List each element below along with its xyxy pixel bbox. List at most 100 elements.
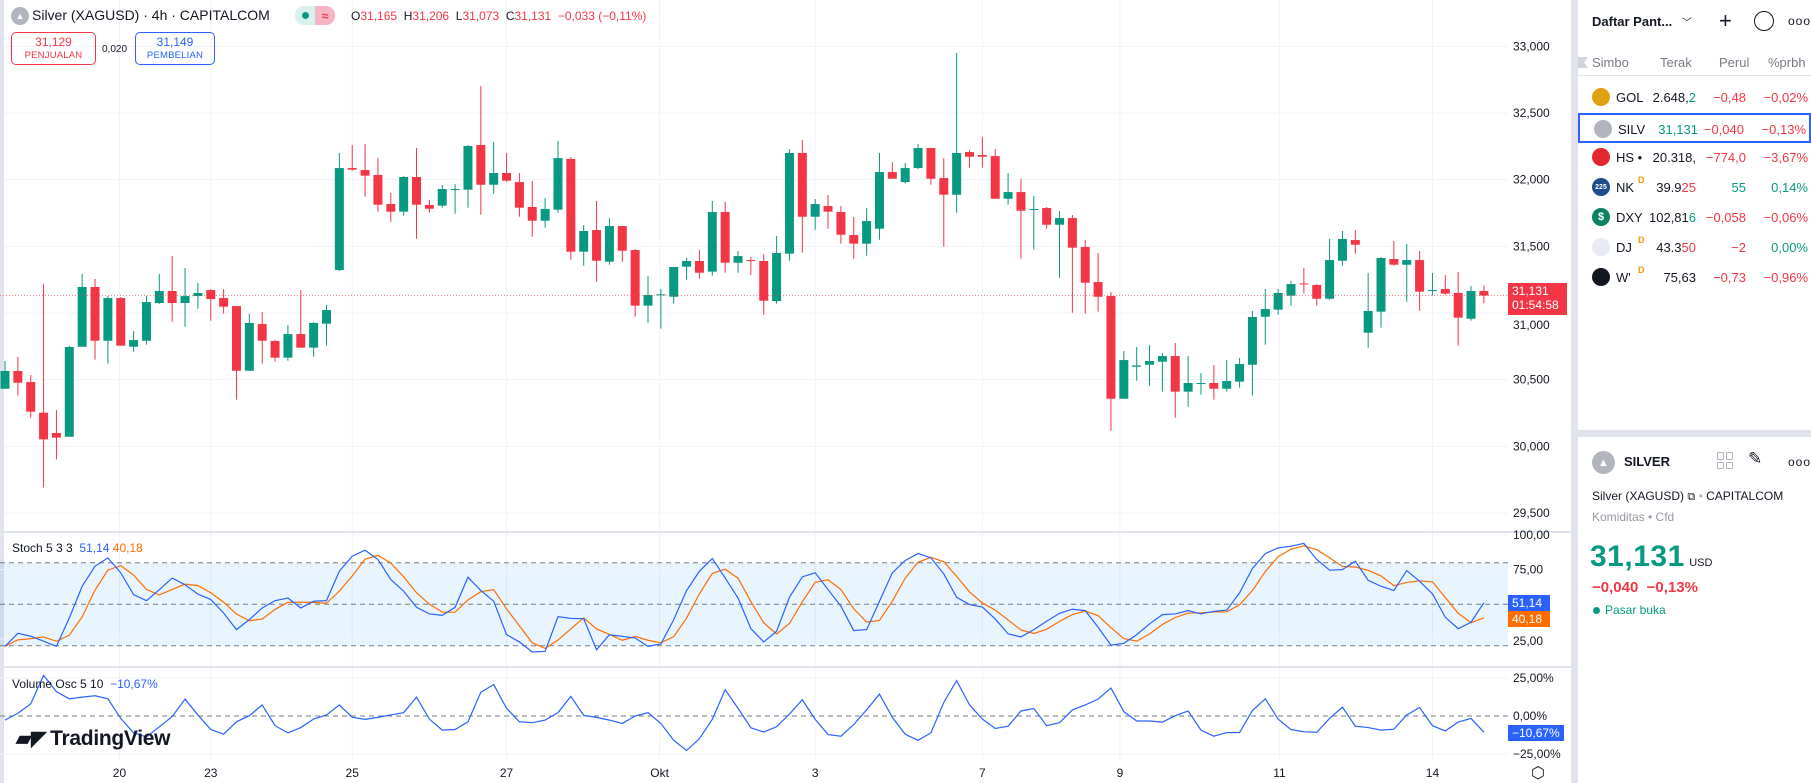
pie-chart-icon[interactable] [1754,11,1774,31]
chart-canvas[interactable]: 33,00032,50032,00031,50031,00030,50030,0… [0,0,1571,783]
candle-body [502,172,512,181]
edit-icon[interactable]: ✎ [1748,449,1763,468]
candle-body [630,250,640,306]
candle-body [399,176,409,212]
layout-grid-icon[interactable] [1717,452,1734,469]
external-link-icon[interactable]: ⧉ [1687,491,1696,503]
candle-body [1235,364,1245,382]
price-axis-label: 32,000 [1513,173,1550,187]
candle-body [1260,308,1270,317]
nikkei-icon: 225 [1592,178,1610,196]
column-symbol[interactable]: Simbo [1592,55,1629,70]
watchlist-last: 31,131 [1658,122,1698,137]
watchlist-change: −774,0 [1705,150,1746,165]
candle-body [1402,260,1412,265]
price-axis-label: 30,500 [1513,373,1550,387]
candle [399,176,409,216]
candle [784,148,794,261]
candle [1067,214,1077,313]
stoch-d-line [4,545,1485,650]
watchlist-row[interactable]: DJ D 43.3 50 −2 0,00% [1578,233,1811,263]
details-symbol[interactable]: SILVER [1624,454,1670,469]
chart-title[interactable]: Silver (XAGUSD) · 4h · CAPITALCOM [32,7,270,23]
candle [926,148,936,185]
candle-body [952,152,962,195]
candle-body [322,310,331,324]
watchlist-row[interactable]: HS • 20.318, −774,0 −3,67% [1578,143,1811,173]
sidebar-divider[interactable] [1571,0,1578,783]
candle [604,218,614,265]
watchlist-row[interactable]: SILVI 31,131 −0,040 −0,13% [1578,113,1811,143]
sell-button[interactable]: 31,129 PENJUALAN [11,32,96,65]
tradingview-logo-icon: ▰◤ [16,728,47,750]
watchlist-last: 43.3 50 [1656,240,1696,255]
more-options-icon[interactable]: ooo [1788,14,1811,28]
candle [129,330,139,352]
candle-body [566,158,576,252]
tradingview-logo[interactable]: ▰◤ TradingView [16,727,171,750]
watchlist-change: 55 [1731,180,1746,195]
candle [103,296,113,364]
candle-body [463,146,473,190]
candle-body [849,234,859,244]
settings-gear-icon[interactable]: ⬡ [1531,765,1545,782]
candle-body [682,260,692,267]
watchlist-symbol: GOL [1616,90,1644,105]
candle [1029,196,1039,250]
candle [347,144,357,171]
candle [1080,240,1090,314]
volume-osc-legend[interactable]: Volume Osc 5 10 −10,67% [12,677,158,691]
column-change[interactable]: Perul [1719,55,1750,70]
stoch-k-line [4,542,1485,653]
candle-body [1312,284,1322,299]
candle-body [1453,292,1463,318]
candle [1170,342,1180,418]
candle-body [656,294,666,296]
watchlist-row[interactable]: 225 NK D 39.9 25 55 0,14% [1578,173,1811,203]
candle-body [334,168,344,271]
column-change-pct[interactable]: %prbh [1768,55,1806,70]
candle [514,172,524,217]
candle-body [669,266,679,297]
candle-body [1093,282,1103,297]
column-last[interactable]: Terak [1660,55,1692,70]
candle-body [720,212,730,263]
candle [772,236,782,304]
watchlist-row[interactable]: $ DXY 102,81 6 −0,058 −0,06% [1578,203,1811,233]
candle [1016,178,1026,259]
candle-body [694,260,704,273]
candle [1376,256,1386,328]
candle [874,152,884,240]
buy-button[interactable]: 31,149 PEMBELIAN [135,32,215,65]
watchlist-change-pct: 0,14% [1771,180,1808,195]
sidebar-section-divider[interactable] [1578,430,1811,437]
add-symbol-icon[interactable]: + [1719,8,1732,33]
candle [1479,285,1489,304]
candle [64,345,74,437]
candle [707,200,717,276]
watchlist-row[interactable]: W' D 75,63 −0,73 −0,96% [1578,263,1811,293]
watchlist-title[interactable]: Daftar Pant... ﹀ [1592,14,1692,29]
candle [720,202,730,273]
candle-body [1286,284,1296,296]
volume-osc-tag: −10,67% [1508,725,1564,741]
candle [1273,288,1283,315]
candle [836,206,846,244]
last-price-tag: 31,131 01:54:58 [1508,283,1567,315]
stoch-legend[interactable]: Stoch 5 3 3 51,14 40,18 [12,541,143,555]
details-price: 31,131 USD [1590,540,1713,573]
candle [759,254,769,315]
candle-body [784,152,794,254]
time-axis-label: 9 [1117,766,1124,780]
candle-body [1415,260,1425,292]
stoch-k-tag: 51,14 [1508,595,1550,611]
watchlist-change: −0,058 [1705,210,1746,225]
candle [965,150,974,168]
candle-body [1119,360,1129,399]
candle [540,198,550,228]
candle [1312,284,1322,306]
candle-body [592,230,602,261]
watchlist-row[interactable]: GOL 2.648, 2 −0,48 −0,02% [1578,83,1811,113]
details-more-icon[interactable]: ooo [1788,455,1811,469]
market-status-badge[interactable]: ≈ [295,6,335,25]
